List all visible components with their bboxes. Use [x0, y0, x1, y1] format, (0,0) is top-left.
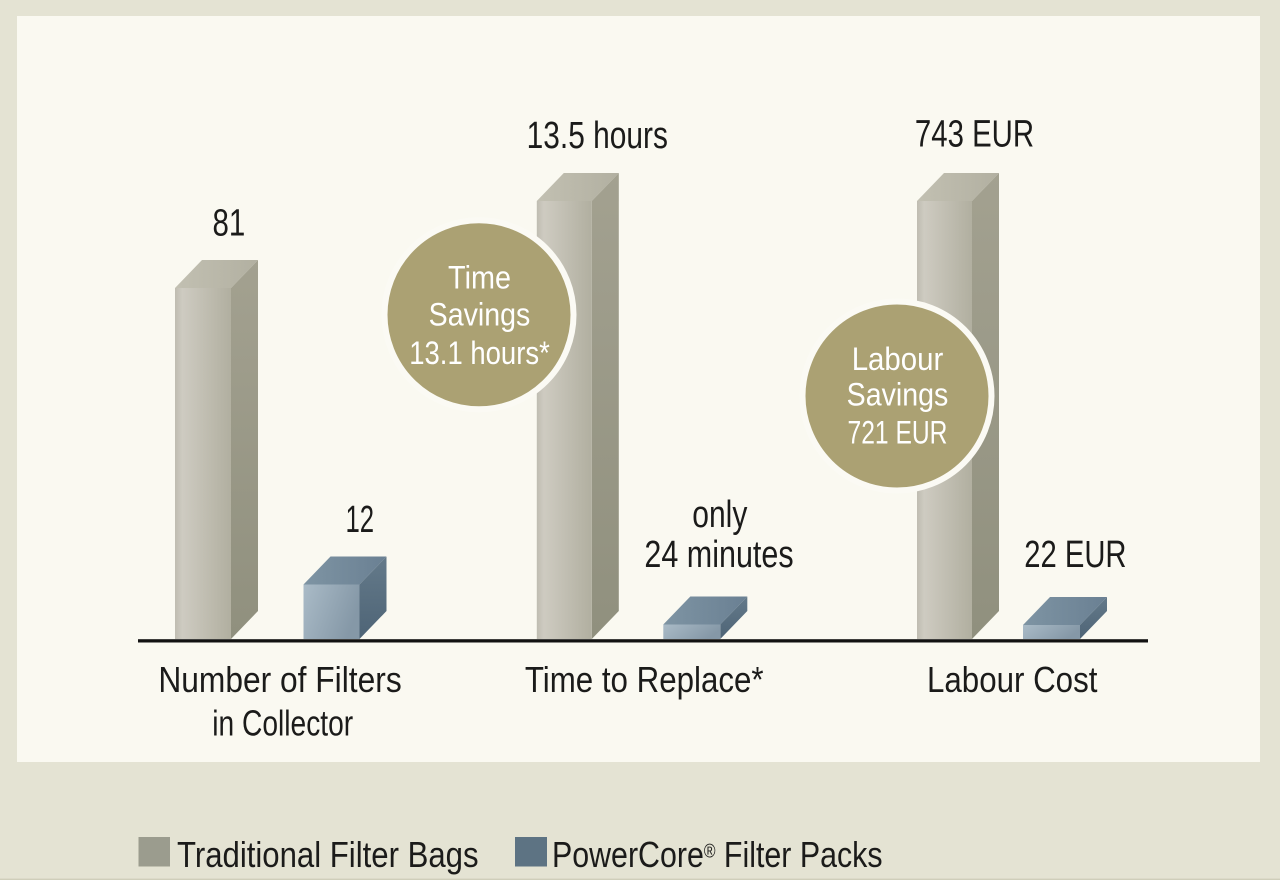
svg-text:in Collector: in Collector [212, 702, 353, 743]
svg-text:13.5 hours: 13.5 hours [527, 115, 668, 157]
svg-text:24 minutes: 24 minutes [644, 534, 793, 576]
svg-text:Time: Time [448, 260, 511, 296]
svg-text:Time to Replace*: Time to Replace* [525, 660, 764, 701]
svg-text:Labour: Labour [852, 341, 944, 377]
svg-text:Traditional Filter Bags: Traditional Filter Bags [177, 835, 479, 876]
svg-text:743 EUR: 743 EUR [915, 113, 1034, 156]
svg-text:Savings: Savings [847, 378, 949, 413]
svg-text:12: 12 [345, 498, 374, 540]
svg-text:Savings: Savings [429, 298, 531, 333]
svg-text:22 EUR: 22 EUR [1024, 534, 1126, 577]
svg-text:Labour Cost: Labour Cost [927, 660, 1098, 701]
svg-text:PowerCore® Filter Packs: PowerCore® Filter Packs [552, 835, 883, 875]
svg-text:only: only [692, 494, 748, 536]
svg-text:721 EUR: 721 EUR [848, 416, 948, 452]
svg-text:13.1 hours*: 13.1 hours* [409, 336, 550, 371]
svg-text:81: 81 [213, 202, 246, 244]
svg-text:Number of Filters: Number of Filters [158, 660, 401, 701]
